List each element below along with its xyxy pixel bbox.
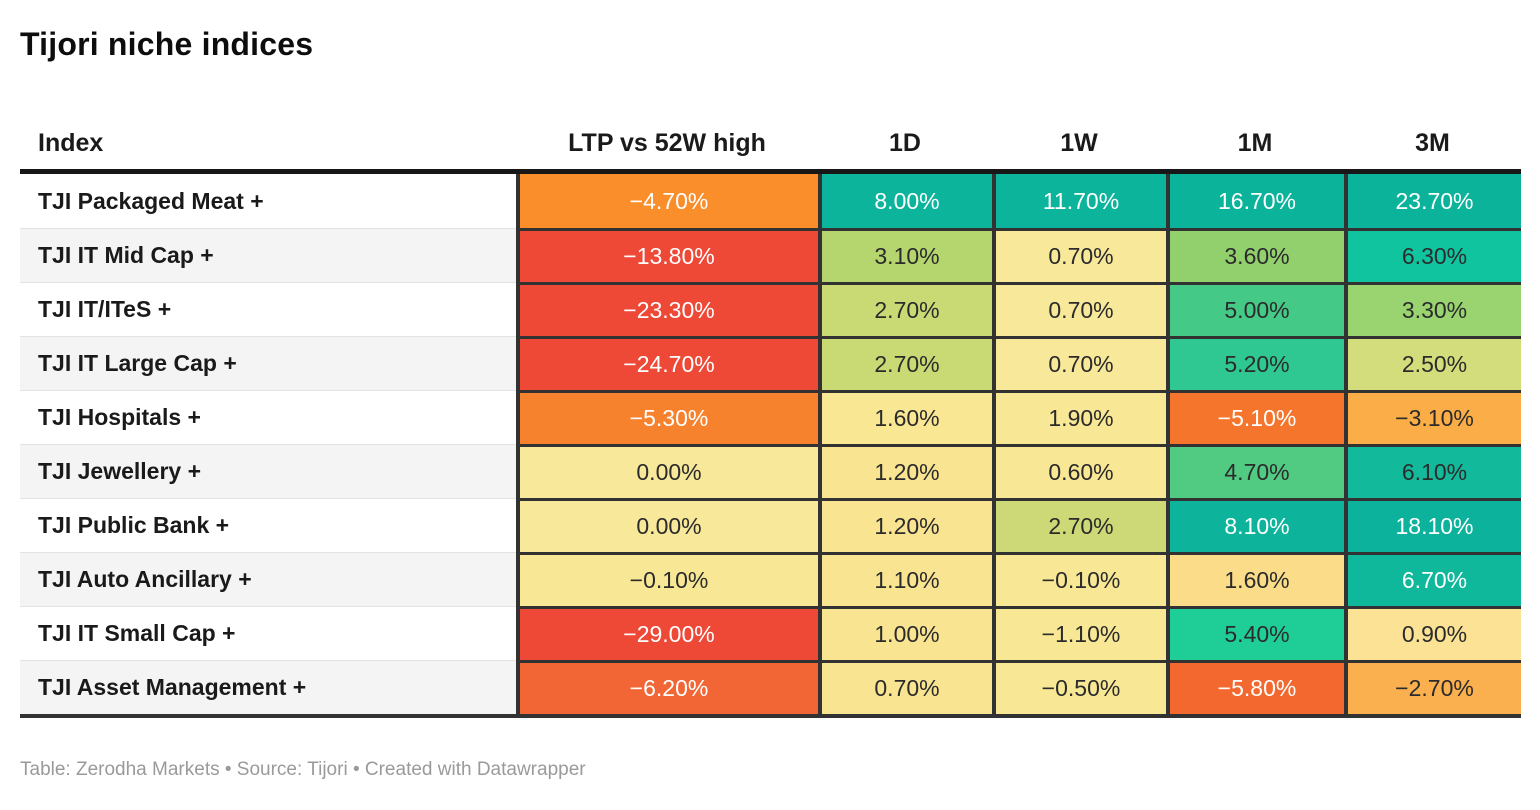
value-cell: 4.70% <box>1166 444 1344 498</box>
value-cell: 6.10% <box>1344 444 1521 498</box>
column-header-3m: 3M <box>1415 129 1450 157</box>
value-cell: 2.70% <box>818 336 992 390</box>
value-cell: 3.60% <box>1166 228 1344 282</box>
value-cell: 8.00% <box>818 174 992 228</box>
column-header-ltp: LTP vs 52W high <box>568 129 766 157</box>
value-cell: −3.10% <box>1344 390 1521 444</box>
indices-table: Index LTP vs 52W high 1D 1W 1M 3M TJI Pa… <box>20 118 1521 718</box>
value-cell: −0.10% <box>516 552 818 606</box>
index-name-cell[interactable]: TJI Packaged Meat + <box>38 187 264 214</box>
value-cell: 18.10% <box>1344 498 1521 552</box>
value-cell: 2.70% <box>818 282 992 336</box>
value-cell: 0.00% <box>516 498 818 552</box>
column-header-index: Index <box>38 129 104 157</box>
value-cell: 1.20% <box>818 444 992 498</box>
index-name-cell[interactable]: TJI Jewellery + <box>20 444 516 498</box>
value-cell: 2.50% <box>1344 336 1521 390</box>
value-cell: −5.30% <box>516 390 818 444</box>
table-row: TJI Public Bank +0.00% 1.20% 2.70% 8.10% 18.… <box>20 498 1521 552</box>
value-cell: 3.30% <box>1344 282 1521 336</box>
table-row: TJI IT Mid Cap + −13.80% 3.10% 0.70% 3.60% 6.… <box>20 228 1521 282</box>
index-name-cell[interactable]: TJI IT Large Cap + <box>20 336 516 390</box>
value-cell: 6.30% <box>1344 228 1521 282</box>
value-cell: −4.70% <box>516 174 818 228</box>
table-row: TJI Jewellery +0.00% 1.20% 0.60% 4.70% 6.10% <box>20 444 1521 498</box>
index-name-cell[interactable]: TJI Asset Management + <box>20 660 516 714</box>
table-row: TJI IT Large Cap + −24.70% 2.70% 0.70% 5.20%… <box>20 336 1521 390</box>
value-cell: −13.80% <box>516 228 818 282</box>
value-cell: 2.70% <box>992 498 1166 552</box>
index-name-cell[interactable]: TJI Hospitals + <box>20 390 516 444</box>
value-cell: 1.20% <box>818 498 992 552</box>
value-cell: 5.20% <box>1166 336 1344 390</box>
table-row: TJI Packaged Meat + −4.70% 8.00% 11.70% 16.7… <box>20 174 1521 228</box>
value-cell: −6.20% <box>516 660 818 714</box>
index-name-cell[interactable]: TJI IT/ITeS + <box>20 282 516 336</box>
value-cell: 1.10% <box>818 552 992 606</box>
value-cell: 3.10% <box>818 228 992 282</box>
index-name-cell[interactable]: TJI IT Mid Cap + <box>20 228 516 282</box>
column-header-1d: 1D <box>889 129 921 157</box>
value-cell: −2.70% <box>1344 660 1521 714</box>
value-cell: 5.40% <box>1166 606 1344 660</box>
value-cell: 0.00% <box>516 444 818 498</box>
value-cell: 0.70% <box>818 660 992 714</box>
value-cell: −5.80% <box>1166 660 1344 714</box>
value-cell: −0.50% <box>992 660 1166 714</box>
table-header-row: Index LTP vs 52W high 1D 1W 1M 3M <box>20 118 1521 174</box>
value-cell: −29.00% <box>516 606 818 660</box>
value-cell: 6.70% <box>1344 552 1521 606</box>
table-body: TJI Packaged Meat + −4.70% 8.00% 11.70% 16.7… <box>20 174 1521 718</box>
value-cell: 0.70% <box>992 336 1166 390</box>
index-name-cell[interactable]: TJI Public Bank + <box>20 498 516 552</box>
value-cell: 0.60% <box>992 444 1166 498</box>
table-row: TJI Hospitals + −5.30% 1.60% 1.90% −5.10% −3.… <box>20 390 1521 444</box>
value-cell: 8.10% <box>1166 498 1344 552</box>
value-cell: 0.70% <box>992 282 1166 336</box>
value-cell: −24.70% <box>516 336 818 390</box>
value-cell: −1.10% <box>992 606 1166 660</box>
table-row: TJI Auto Ancillary + −0.10% 1.10% −0.10% 1.6… <box>20 552 1521 606</box>
table-row: TJI IT Small Cap + −29.00% 1.00% −1.10% 5.40… <box>20 606 1521 660</box>
page-title: Tijori niche indices <box>20 26 314 62</box>
value-cell: 16.70% <box>1166 174 1344 228</box>
value-cell: 23.70% <box>1344 174 1521 228</box>
page: Tijori niche indices Index LTP vs 52W hi… <box>20 26 1521 780</box>
column-header-1w: 1W <box>1060 129 1098 157</box>
column-header-1m: 1M <box>1237 129 1273 157</box>
table-row: TJI Asset Management + −6.20% 0.70% −0.50% −… <box>20 660 1521 714</box>
value-cell: 1.60% <box>1166 552 1344 606</box>
value-cell: 0.70% <box>992 228 1166 282</box>
table-row: TJI IT/ITeS + −23.30% 2.70% 0.70% 5.00% 3.30% <box>20 282 1521 336</box>
value-cell: 1.90% <box>992 390 1166 444</box>
value-cell: −5.10% <box>1166 390 1344 444</box>
index-name-cell[interactable]: TJI Auto Ancillary + <box>20 552 516 606</box>
value-cell: 5.00% <box>1166 282 1344 336</box>
index-name-cell[interactable]: TJI IT Small Cap + <box>20 606 516 660</box>
value-cell: −23.30% <box>516 282 818 336</box>
value-cell: 1.00% <box>818 606 992 660</box>
value-cell: 11.70% <box>992 174 1166 228</box>
value-cell: −0.10% <box>992 552 1166 606</box>
value-cell: 1.60% <box>818 390 992 444</box>
attribution-footer: Table: Zerodha Markets • Source: Tijori … <box>20 759 586 780</box>
value-cell: 0.90% <box>1344 606 1521 660</box>
